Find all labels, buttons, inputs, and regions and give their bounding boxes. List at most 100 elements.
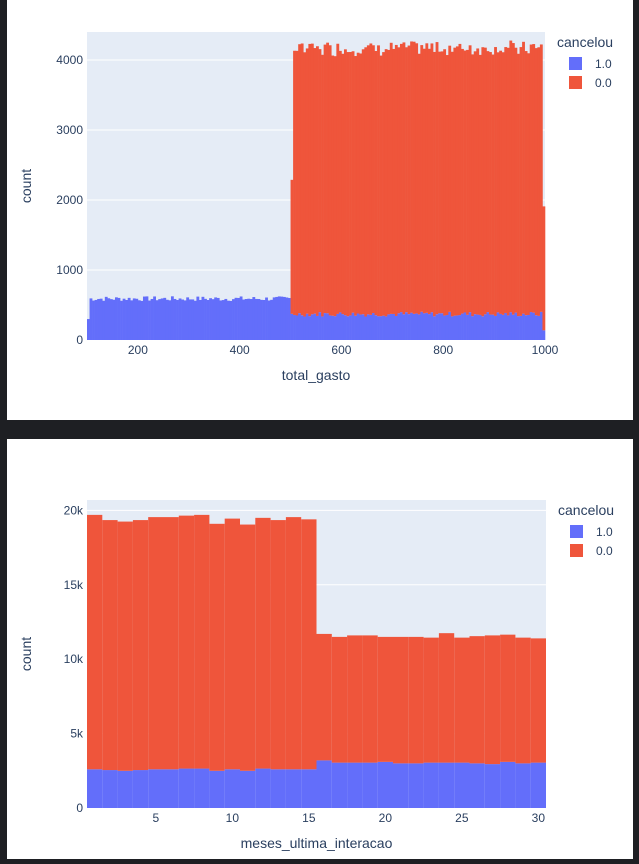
bar-cancelou-1[interactable] — [430, 312, 434, 340]
bar-cancelou-1[interactable] — [445, 315, 449, 340]
legend-swatch[interactable] — [569, 57, 582, 70]
bar-cancelou-1[interactable] — [130, 300, 134, 340]
bar-cancelou-1[interactable] — [125, 299, 129, 340]
bar-cancelou-0[interactable] — [303, 52, 307, 317]
bar-cancelou-1[interactable] — [288, 298, 291, 340]
bar-cancelou-1[interactable] — [463, 312, 467, 340]
bar-cancelou-0[interactable] — [408, 636, 424, 764]
bar-cancelou-0[interactable] — [379, 55, 383, 317]
bar-cancelou-0[interactable] — [407, 45, 411, 315]
bar-cancelou-0[interactable] — [504, 47, 508, 313]
bar-cancelou-1[interactable] — [534, 315, 538, 340]
bar-cancelou-0[interactable] — [494, 47, 497, 316]
bar-cancelou-1[interactable] — [484, 764, 501, 808]
bar-cancelou-0[interactable] — [506, 47, 510, 316]
bar-cancelou-1[interactable] — [438, 762, 455, 808]
bar-cancelou-0[interactable] — [445, 55, 449, 316]
bar-cancelou-1[interactable] — [346, 316, 350, 340]
bar-cancelou-1[interactable] — [496, 312, 500, 340]
bar-cancelou-1[interactable] — [517, 316, 520, 340]
bar-cancelou-1[interactable] — [489, 314, 492, 340]
bar-cancelou-0[interactable] — [366, 45, 370, 315]
bar-cancelou-0[interactable] — [331, 636, 348, 763]
bar-cancelou-1[interactable] — [529, 312, 533, 340]
bar-cancelou-1[interactable] — [515, 763, 531, 808]
bar-cancelou-1[interactable] — [473, 314, 477, 340]
bar-cancelou-1[interactable] — [448, 311, 452, 340]
bar-cancelou-1[interactable] — [397, 313, 401, 340]
bar-cancelou-1[interactable] — [104, 296, 108, 340]
bar-cancelou-0[interactable] — [323, 44, 327, 314]
bar-cancelou-0[interactable] — [471, 54, 475, 317]
bar-cancelou-0[interactable] — [415, 43, 419, 314]
bar-cancelou-1[interactable] — [219, 300, 223, 340]
bar-cancelou-1[interactable] — [499, 313, 503, 340]
bar-cancelou-1[interactable] — [293, 314, 296, 340]
bar-cancelou-0[interactable] — [450, 51, 454, 317]
bar-cancelou-1[interactable] — [326, 313, 330, 340]
bar-cancelou-0[interactable] — [466, 49, 469, 315]
bar-cancelou-1[interactable] — [97, 298, 101, 340]
bar-cancelou-1[interactable] — [542, 330, 546, 340]
bar-cancelou-0[interactable] — [397, 47, 401, 314]
bar-cancelou-0[interactable] — [362, 635, 378, 763]
bar-cancelou-0[interactable] — [321, 54, 324, 317]
bar-cancelou-1[interactable] — [402, 314, 406, 340]
bar-cancelou-0[interactable] — [524, 51, 528, 316]
bar-cancelou-1[interactable] — [476, 314, 480, 340]
bar-cancelou-1[interactable] — [173, 298, 177, 340]
bar-cancelou-1[interactable] — [343, 315, 347, 340]
bar-cancelou-1[interactable] — [163, 297, 167, 340]
bar-cancelou-1[interactable] — [316, 315, 319, 340]
bar-cancelou-1[interactable] — [198, 299, 202, 340]
bar-cancelou-1[interactable] — [194, 768, 210, 808]
bar-cancelou-1[interactable] — [87, 319, 90, 340]
bar-cancelou-1[interactable] — [102, 300, 106, 340]
bar-cancelou-1[interactable] — [99, 298, 103, 340]
bar-cancelou-0[interactable] — [530, 638, 546, 763]
bar-cancelou-1[interactable] — [425, 312, 429, 340]
bar-cancelou-1[interactable] — [405, 312, 408, 340]
bar-cancelou-1[interactable] — [165, 299, 169, 340]
bar-cancelou-1[interactable] — [94, 299, 98, 340]
bar-cancelou-1[interactable] — [247, 298, 251, 340]
bar-cancelou-1[interactable] — [186, 297, 190, 340]
bar-cancelou-1[interactable] — [290, 313, 294, 340]
bar-cancelou-0[interactable] — [295, 50, 299, 316]
bar-cancelou-0[interactable] — [331, 55, 335, 316]
bar-cancelou-1[interactable] — [262, 299, 266, 340]
bar-cancelou-0[interactable] — [316, 633, 332, 761]
bar-cancelou-1[interactable] — [349, 315, 352, 340]
bar-cancelou-1[interactable] — [132, 298, 136, 340]
bar-cancelou-1[interactable] — [226, 300, 230, 340]
bar-cancelou-0[interactable] — [377, 45, 380, 317]
bar-cancelou-1[interactable] — [374, 315, 378, 340]
bar-cancelou-1[interactable] — [148, 769, 164, 808]
bar-cancelou-0[interactable] — [499, 50, 503, 314]
bar-cancelou-1[interactable] — [140, 300, 144, 340]
bar-cancelou-1[interactable] — [232, 299, 235, 340]
bar-cancelou-1[interactable] — [468, 312, 472, 340]
bar-cancelou-1[interactable] — [224, 298, 228, 340]
bar-cancelou-1[interactable] — [443, 315, 447, 340]
bar-cancelou-0[interactable] — [422, 48, 426, 314]
bar-cancelou-1[interactable] — [122, 298, 126, 340]
bar-cancelou-0[interactable] — [359, 53, 363, 315]
bar-cancelou-1[interactable] — [308, 316, 312, 340]
bar-cancelou-1[interactable] — [331, 762, 348, 808]
bar-cancelou-1[interactable] — [178, 298, 182, 340]
bar-cancelou-1[interactable] — [423, 762, 439, 808]
bar-cancelou-1[interactable] — [270, 299, 274, 340]
bar-cancelou-0[interactable] — [461, 48, 464, 314]
bar-cancelou-1[interactable] — [410, 312, 413, 340]
bar-cancelou-0[interactable] — [534, 48, 538, 316]
bar-cancelou-1[interactable] — [458, 315, 462, 340]
bar-cancelou-1[interactable] — [379, 316, 383, 340]
bar-cancelou-1[interactable] — [183, 300, 187, 340]
bar-cancelou-0[interactable] — [194, 514, 210, 769]
bar-cancelou-0[interactable] — [290, 179, 294, 314]
bar-cancelou-1[interactable] — [369, 314, 373, 340]
bar-cancelou-0[interactable] — [374, 51, 378, 316]
bar-cancelou-1[interactable] — [359, 314, 363, 340]
bar-cancelou-0[interactable] — [440, 51, 444, 314]
